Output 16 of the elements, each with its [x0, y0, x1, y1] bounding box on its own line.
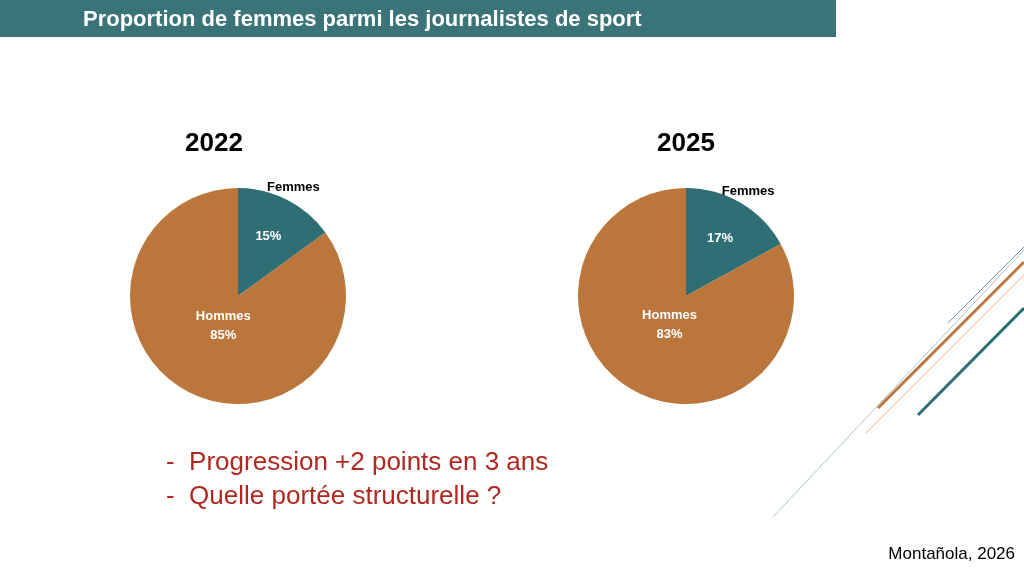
slice-label: Femmes	[267, 179, 320, 195]
slice-label: Hommes	[195, 307, 251, 323]
chart-title: 2025	[657, 127, 715, 157]
text: Montañola, 2026	[888, 544, 1015, 564]
text: Proportion de femmes parmi les journalistes de sport	[83, 6, 642, 32]
slice-label: Hommes	[642, 306, 697, 322]
data-label: 15%	[255, 228, 282, 244]
data-label: 17%	[707, 230, 734, 246]
data-label: 83%	[656, 325, 683, 341]
chart-title: 2022	[185, 127, 243, 157]
slice-label: Femmes	[721, 182, 775, 198]
pie-slice	[686, 188, 781, 296]
text: - Quelle portée structurelle ?	[166, 480, 502, 511]
text: - Progression +2 points en 3 ans	[166, 446, 549, 477]
pie-slice	[578, 188, 794, 404]
data-label: 85%	[210, 326, 237, 342]
